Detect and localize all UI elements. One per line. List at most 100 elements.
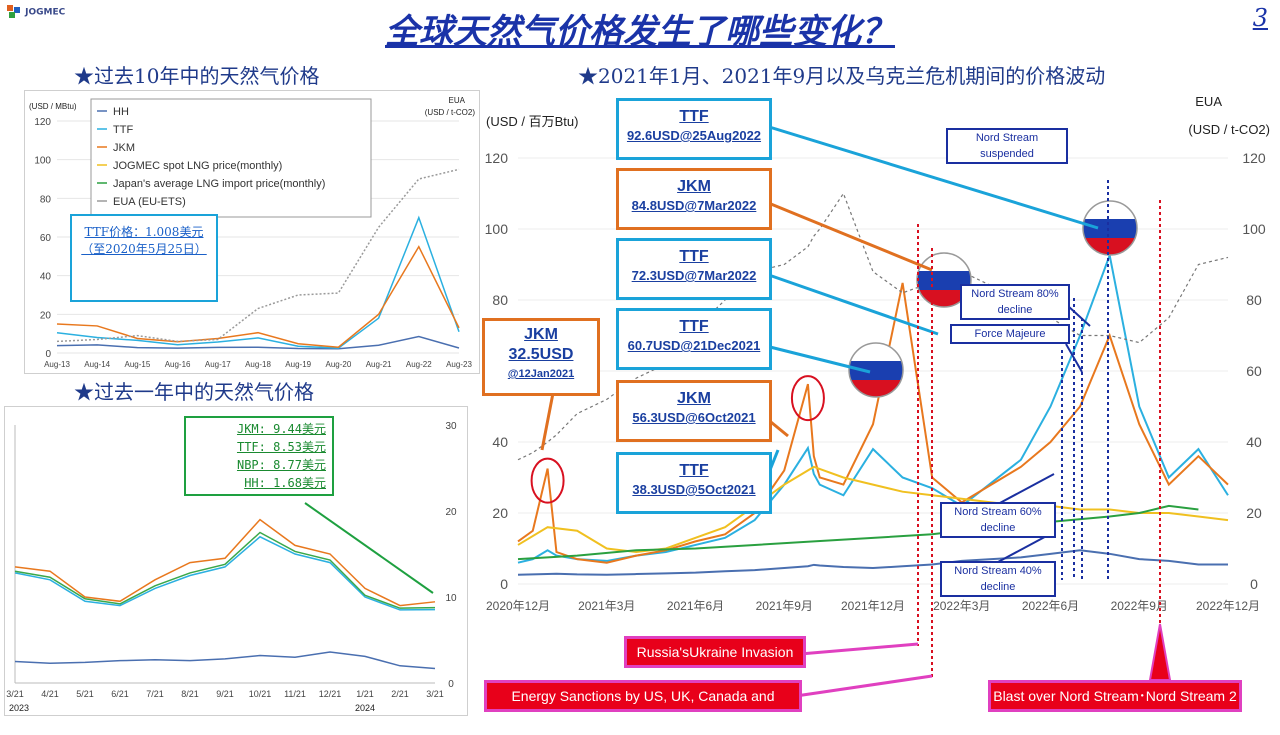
- x-tick-label: 2021年12月: [841, 599, 905, 613]
- x-tick-label: 11/21: [284, 689, 306, 699]
- note-ttf: TTF: 8.53美元: [236, 440, 326, 454]
- flag-blue: [1083, 219, 1137, 238]
- y-tick-label: 40: [492, 434, 508, 450]
- callout-label: TTF: [679, 248, 709, 265]
- x-tick-label: Aug-18: [245, 360, 271, 369]
- callout-value: 32.5USD: [508, 346, 574, 363]
- y2-axis-label: EUA: [449, 96, 466, 105]
- x-tick-label: 3/21: [6, 689, 24, 699]
- legend-label: Japan's average LNG import price(monthly…: [113, 178, 325, 190]
- flag-white: [917, 253, 971, 271]
- series-line: [14, 535, 436, 611]
- event-force-majeure: Force Majeure: [950, 324, 1070, 344]
- page-title: 全球天然气价格发生了哪些变化？: [385, 12, 895, 52]
- flag-ring: [848, 342, 904, 398]
- event-connector: [795, 674, 933, 698]
- event-connector: [997, 473, 1055, 505]
- callout-jkm-mar2022: JKM 84.8USD@7Mar2022: [616, 168, 772, 230]
- series-line: [14, 651, 436, 670]
- x-tick-label: 10/21: [249, 689, 272, 699]
- y2-tick-label: 20: [1246, 505, 1262, 521]
- y-tick-label: 20: [445, 507, 457, 518]
- series-line: [14, 531, 436, 609]
- y-tick-label: 0: [500, 576, 508, 592]
- series-line: [56, 335, 460, 350]
- callout-connector: [765, 124, 1099, 230]
- highlight-circle: [790, 375, 825, 422]
- y2-tick-label: 40: [1246, 434, 1262, 450]
- event-pointer: [1148, 623, 1172, 681]
- y-tick-label: 80: [492, 292, 508, 308]
- callout-connector: [765, 272, 939, 336]
- ttf-min-note-line2: （至2020年5月25日）: [81, 242, 207, 256]
- x-tick-label: 2022年12月: [1196, 599, 1260, 613]
- event-nord-40: Nord Stream 40% decline: [940, 561, 1056, 597]
- event-nord-60: Nord Stream 60% decline: [940, 502, 1056, 538]
- event-sanctions: Energy Sanctions by US, UK, Canada and A…: [484, 680, 802, 730]
- legend-label: TTF: [113, 124, 133, 136]
- y-tick-label: 40: [40, 272, 52, 283]
- callout-value: 38.3USD@5Oct2021: [632, 482, 756, 497]
- year-label: 2024: [355, 703, 375, 713]
- callout-ttf-aug2022: TTF 92.6USD@25Aug2022: [616, 98, 772, 160]
- y-tick-label: 20: [40, 310, 52, 321]
- callout-value: 60.7USD@21Dec2021: [627, 338, 761, 353]
- highlight-circle: [530, 457, 565, 504]
- latest-prices-note: JKM: 9.44美元 TTF: 8.53美元 NBP: 8.77美元 HH: …: [184, 416, 334, 496]
- x-tick-label: Aug-16: [165, 360, 191, 369]
- callout-ttf-dec2021: TTF 60.7USD@21Dec2021: [616, 308, 772, 370]
- x-tick-label: 2022年3月: [933, 599, 990, 613]
- y2-tick-label: 120: [1242, 150, 1266, 166]
- y-tick-label: 0: [45, 349, 51, 360]
- y-tick-label: 20: [492, 505, 508, 521]
- x-tick-label: 7/21: [146, 689, 164, 699]
- x-tick-label: 5/21: [76, 689, 94, 699]
- legend-label: EUA (EU-ETS): [113, 196, 186, 208]
- logo-mark-icon: [7, 5, 20, 18]
- series-line: [517, 192, 1229, 461]
- flag-white: [1083, 201, 1137, 219]
- legend-box: [90, 98, 372, 218]
- x-tick-label: 8/21: [181, 689, 199, 699]
- callout-jkm-jan2021: JKM 32.5USD @12Jan2021: [482, 318, 600, 396]
- x-tick-label: 9/21: [216, 689, 234, 699]
- y-tick-label: 10: [445, 593, 457, 604]
- callout-ttf-mar2022: TTF 72.3USD@7Mar2022: [616, 238, 772, 300]
- series-line: [517, 549, 1228, 576]
- x-tick-label: Aug-22: [406, 360, 432, 369]
- callout-value: 92.6USD@25Aug2022: [626, 128, 762, 143]
- logo-text: JOGMEC: [25, 7, 66, 18]
- y-tick-label: 120: [34, 117, 51, 128]
- x-tick-label: 2/21: [391, 689, 409, 699]
- callout-value: 84.8USD@7Mar2022: [631, 198, 757, 213]
- event-connector: [1065, 343, 1083, 373]
- y-tick-label: 0: [448, 679, 454, 690]
- event-blast: Blast over Nord Stream･Nord Stream 2: [988, 680, 1242, 712]
- x-tick-label: 12/21: [319, 689, 342, 699]
- russia-flag-icon: [916, 252, 972, 308]
- x-tick-label: Aug-13: [44, 360, 70, 369]
- russia-flag-icon: [848, 342, 904, 398]
- flag-blue: [917, 271, 971, 290]
- y2-tick-label: 0: [1250, 576, 1258, 592]
- y-axis-label: (USD / MBtu): [29, 102, 77, 111]
- legend-label: JKM: [113, 142, 135, 154]
- x-tick-label: 1/21: [356, 689, 374, 699]
- callout-value: 56.3USD@6Oct2021: [632, 410, 756, 425]
- series-line: [517, 282, 1229, 564]
- y-tick-label: 80: [40, 194, 52, 205]
- y-tick-label: 120: [485, 150, 509, 166]
- callout-label: JKM: [677, 178, 711, 195]
- x-tick-label: 2022年6月: [1022, 599, 1079, 613]
- callout-label: JKM: [677, 390, 711, 407]
- x-tick-label: 3/21: [426, 689, 444, 699]
- note-connector: [304, 502, 434, 594]
- section-one-year: ★过去一年中的天然气价格: [74, 380, 314, 404]
- russia-flag-icon: [1082, 200, 1138, 256]
- main-chart: 0020204040606080801001001201202020年12月20…: [485, 94, 1270, 698]
- x-tick-label: 2020年12月: [486, 599, 550, 613]
- x-tick-label: Aug-23: [446, 360, 472, 369]
- x-tick-label: 2021年9月: [756, 599, 813, 613]
- ttf-min-note-line1: TTF价格：1.008美元: [84, 225, 204, 239]
- note-jkm: JKM: 9.44美元: [236, 422, 326, 436]
